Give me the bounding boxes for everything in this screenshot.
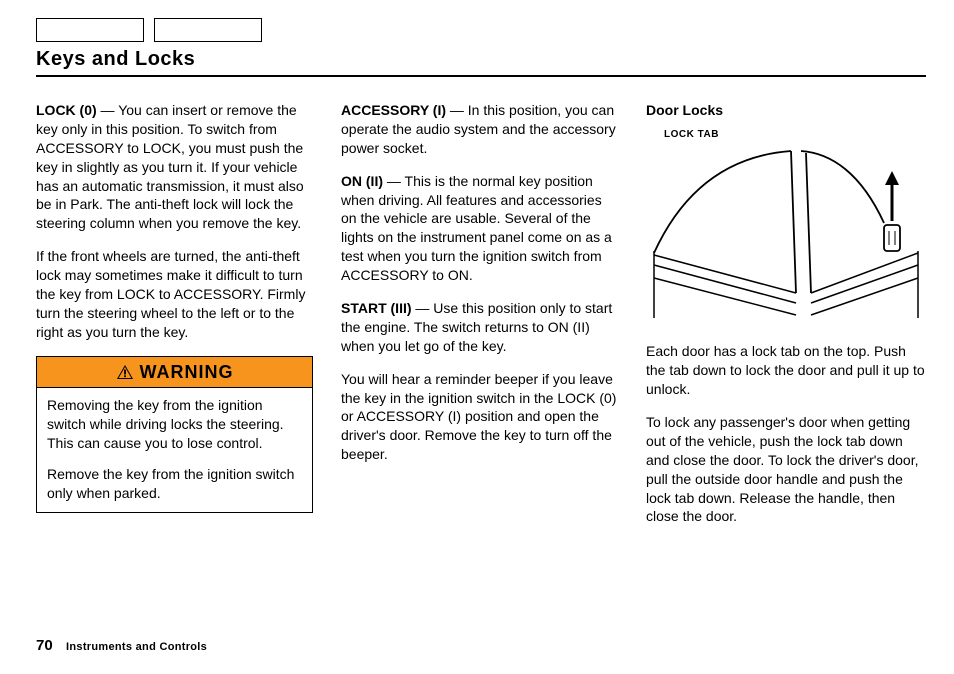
lock0-label: LOCK (0) [36, 102, 97, 118]
accessory-label: ACCESSORY (I) [341, 102, 446, 118]
title-row: Keys and Locks [36, 48, 926, 77]
warning-heading-text: WARNING [140, 360, 234, 384]
warning-p1: Removing the key from the ignition switc… [47, 396, 302, 453]
warning-triangle-icon [116, 364, 134, 380]
page-number: 70 [36, 637, 53, 654]
column-3: Door Locks LOCK TAB [646, 101, 926, 540]
lock0-paragraph: LOCK (0) — You can insert or remove the … [36, 101, 313, 233]
warning-body: Removing the key from the ignition switc… [37, 388, 312, 512]
tab-placeholder-1 [36, 18, 144, 42]
beeper-paragraph: You will hear a reminder beeper if you l… [341, 370, 618, 464]
on-text: — This is the normal key position when d… [341, 173, 612, 283]
warning-heading: WARNING [37, 357, 312, 388]
column-2: ACCESSORY (I) — In this position, you ca… [341, 101, 618, 540]
warning-box: WARNING Removing the key from the igniti… [36, 356, 313, 514]
start-paragraph: START (III) — Use this position only to … [341, 299, 618, 356]
door-locks-p2: To lock any passenger's door when gettin… [646, 413, 926, 526]
warning-p2: Remove the key from the ignition switch … [47, 465, 302, 503]
door-locks-heading: Door Locks [646, 101, 926, 120]
door-lock-figure: LOCK TAB [646, 128, 926, 328]
tab-placeholder-2 [154, 18, 262, 42]
lock0-paragraph-2: If the front wheels are turned, the anti… [36, 247, 313, 341]
lock0-text: — You can insert or remove the key only … [36, 102, 304, 231]
door-locks-p1: Each door has a lock tab on the top. Pus… [646, 342, 926, 399]
accessory-paragraph: ACCESSORY (I) — In this position, you ca… [341, 101, 618, 158]
start-label: START (III) [341, 300, 412, 316]
page-footer: 70 Instruments and Controls [36, 637, 207, 654]
column-1: LOCK (0) — You can insert or remove the … [36, 101, 313, 540]
manual-page: Keys and Locks LOCK (0) — You can insert… [0, 0, 954, 674]
on-paragraph: ON (II) — This is the normal key positio… [341, 172, 618, 285]
page-title: Keys and Locks [36, 48, 926, 71]
section-name: Instruments and Controls [66, 641, 207, 653]
door-lock-illustration [646, 143, 926, 323]
content-columns: LOCK (0) — You can insert or remove the … [36, 101, 926, 540]
on-label: ON (II) [341, 173, 383, 189]
lock-tab-label: LOCK TAB [664, 128, 926, 142]
top-tabs [36, 18, 926, 42]
